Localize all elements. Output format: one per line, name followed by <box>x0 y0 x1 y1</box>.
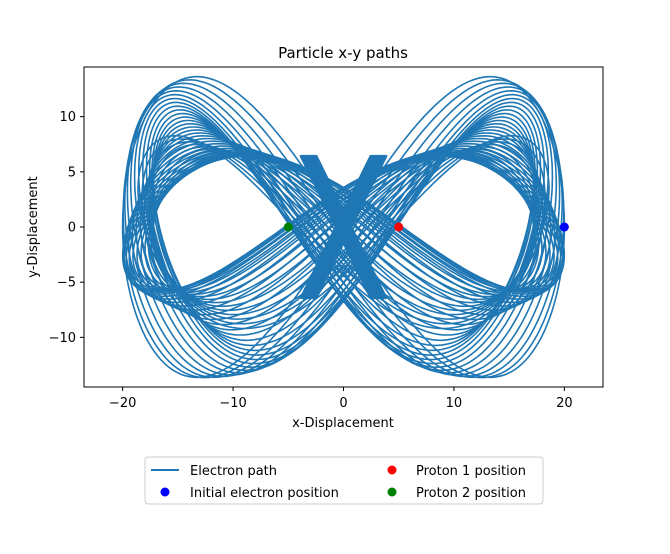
electron-path-segment <box>141 138 546 325</box>
electron-path <box>121 75 566 379</box>
legend-frame <box>144 456 544 505</box>
y-tick-label: −5 <box>57 276 76 291</box>
proton-1-position-marker <box>394 222 404 232</box>
x-tick-label: 0 <box>339 396 347 411</box>
legend-swatch-proton-1 <box>387 465 397 475</box>
legend-label-initial-electron: Initial electron position <box>190 486 339 501</box>
x-tick-label: 10 <box>446 396 463 411</box>
plot-area <box>121 75 569 379</box>
y-axis-label: y-Displacement <box>26 176 41 278</box>
x-tick-label: −20 <box>109 396 136 411</box>
x-tick-label: 20 <box>556 396 573 411</box>
y-tick-label: 0 <box>68 221 76 236</box>
electron-path-segment <box>145 140 542 320</box>
y-tick-label: 10 <box>59 110 76 125</box>
electron-path-segment <box>129 89 558 376</box>
x-axis: −20 −10 0 10 20 <box>109 387 573 411</box>
legend-swatch-proton-2 <box>387 487 397 497</box>
y-tick-label: −10 <box>49 331 76 346</box>
electron-path-segment <box>150 146 537 312</box>
electron-path-segment <box>148 143 539 316</box>
chart-title: Particle x-y paths <box>278 44 408 62</box>
initial-electron-position-marker <box>559 222 569 232</box>
electron-path-segment <box>315 154 388 300</box>
proton-2-position-marker <box>283 222 293 232</box>
electron-path-segment <box>131 140 556 312</box>
legend-label-electron-path: Electron path <box>190 464 277 479</box>
y-tick-label: 5 <box>68 165 76 180</box>
electron-path-segment <box>133 93 554 374</box>
y-axis: −10 −5 0 5 10 <box>49 110 84 346</box>
legend-label-proton-2: Proton 2 position <box>416 486 526 501</box>
x-tick-label: −10 <box>219 396 246 411</box>
legend-label-proton-1: Proton 1 position <box>416 464 526 479</box>
legend: Electron path Initial electron position … <box>144 456 544 505</box>
electron-path-segment <box>152 148 535 308</box>
legend-swatch-initial-electron <box>160 487 170 497</box>
x-axis-label: x-Displacement <box>292 416 394 431</box>
electron-path-segment <box>137 135 550 330</box>
electron-path-segment <box>122 78 565 379</box>
